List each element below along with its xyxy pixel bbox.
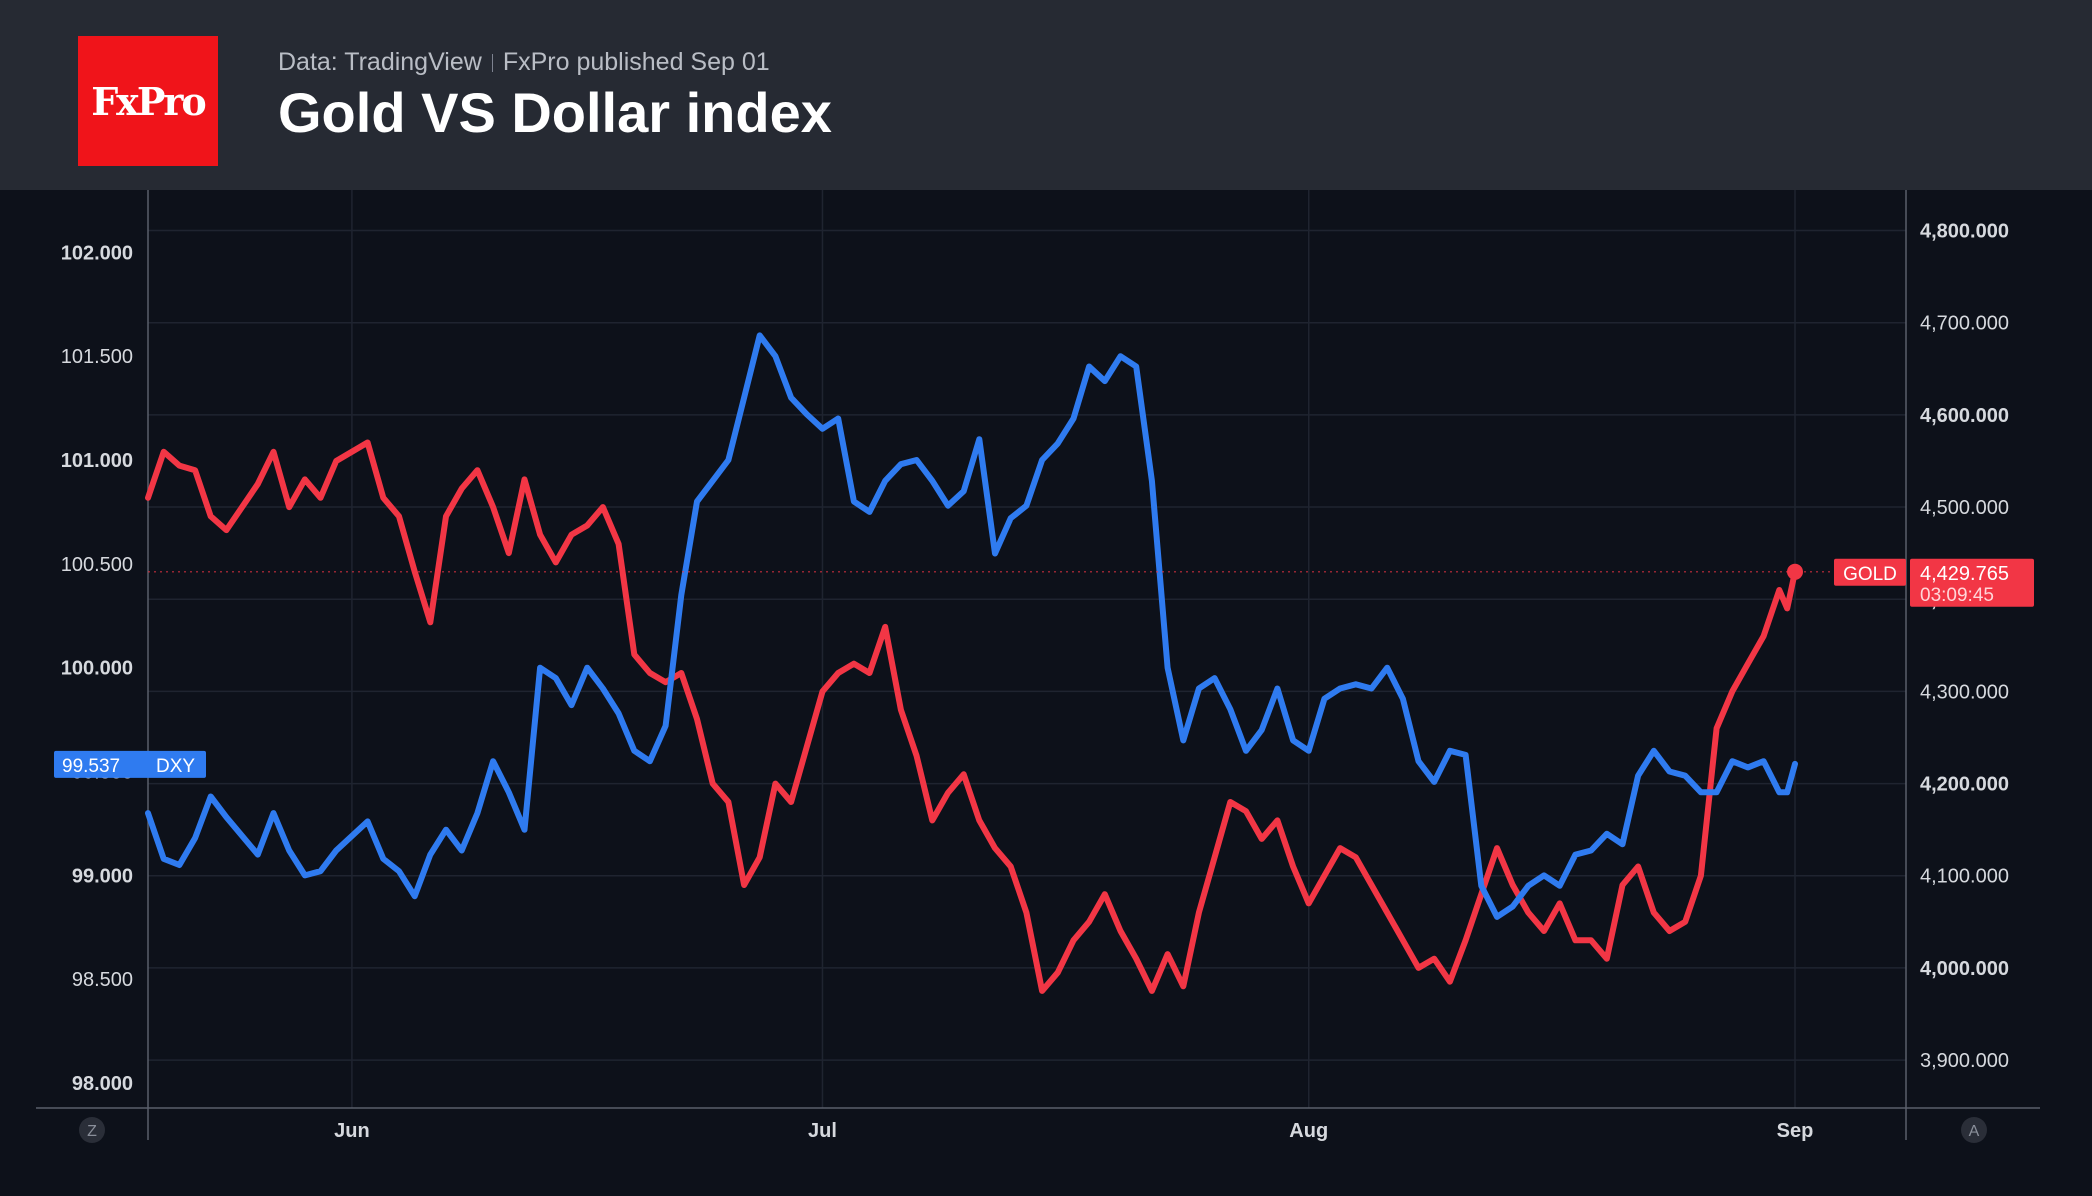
left-tick-label: 102.000: [61, 242, 133, 264]
data-source: Data: TradingView: [278, 48, 482, 76]
x-tick-label: Aug: [1289, 1120, 1328, 1142]
right-tick-label: 4,800.000: [1920, 221, 2009, 243]
left-tick-label: 101.500: [61, 346, 133, 368]
dxy-last-value: 99.537: [62, 756, 120, 777]
left-tick-label: 100.000: [61, 658, 133, 680]
x-tick-label: Jun: [334, 1120, 370, 1142]
x-tick-label: Sep: [1777, 1120, 1814, 1142]
scale-button-label: Z: [87, 1123, 97, 1140]
price-chart[interactable]: 98.00098.50099.00099.500100.000100.50010…: [0, 190, 2092, 1196]
left-tick-label: 99.000: [72, 865, 133, 887]
gold-last-value: 4,429.765: [1920, 563, 2009, 585]
series-lines: [145, 332, 1798, 994]
auto-scale-button[interactable]: [1961, 1117, 1987, 1143]
left-tick-label: 98.500: [72, 969, 133, 991]
gold-price-badge: [1910, 558, 2034, 607]
right-tick-label: 4,500.000: [1920, 497, 2009, 519]
series-line-gold: [145, 439, 1798, 994]
left-tick-label: 98.000: [72, 1073, 133, 1095]
dxy-price-badge: [54, 750, 206, 778]
dxy-name-label: DXY: [156, 756, 195, 777]
published-date: FxPro published Sep 01: [502, 48, 770, 76]
axis-labels: 98.00098.50099.00099.500100.000100.50010…: [61, 221, 2009, 1143]
header-bar: FxPro Data: TradingView FxPro published S…: [0, 0, 2092, 190]
scale-button-label: A: [1969, 1123, 1980, 1140]
right-tick-label: 4,700.000: [1920, 313, 2009, 335]
gold-name-badge: [1834, 558, 1906, 586]
series-line-dxy: [145, 332, 1798, 920]
gold-name-label: GOLD: [1843, 564, 1897, 585]
chart-title: Gold VS Dollar index: [278, 81, 832, 144]
right-tick-label: 4,600.000: [1920, 405, 2009, 427]
logo-text: FxPro: [91, 78, 207, 124]
left-tick-label: 101.000: [61, 450, 133, 472]
auto-scale-button[interactable]: [79, 1117, 105, 1143]
x-tick-label: Jul: [808, 1120, 837, 1142]
separator: [491, 54, 493, 73]
gold-last-point: [1787, 563, 1803, 580]
right-tick-label: 4,100.000: [1920, 866, 2009, 888]
chart-frame: [36, 190, 2040, 1140]
chart-source-line: Data: TradingView FxPro published Sep 01: [278, 48, 770, 77]
gold-countdown: 03:09:45: [1920, 585, 1994, 606]
left-tick-label: 100.500: [61, 554, 133, 576]
right-tick-label: 4,200.000: [1920, 774, 2009, 796]
right-tick-label: 4,300.000: [1920, 681, 2009, 703]
fxpro-logo: FxPro: [78, 36, 218, 166]
grid-lines: [148, 190, 1906, 1108]
right-tick-label: 3,900.000: [1920, 1050, 2009, 1072]
right-tick-label: 4,000.000: [1920, 958, 2009, 980]
